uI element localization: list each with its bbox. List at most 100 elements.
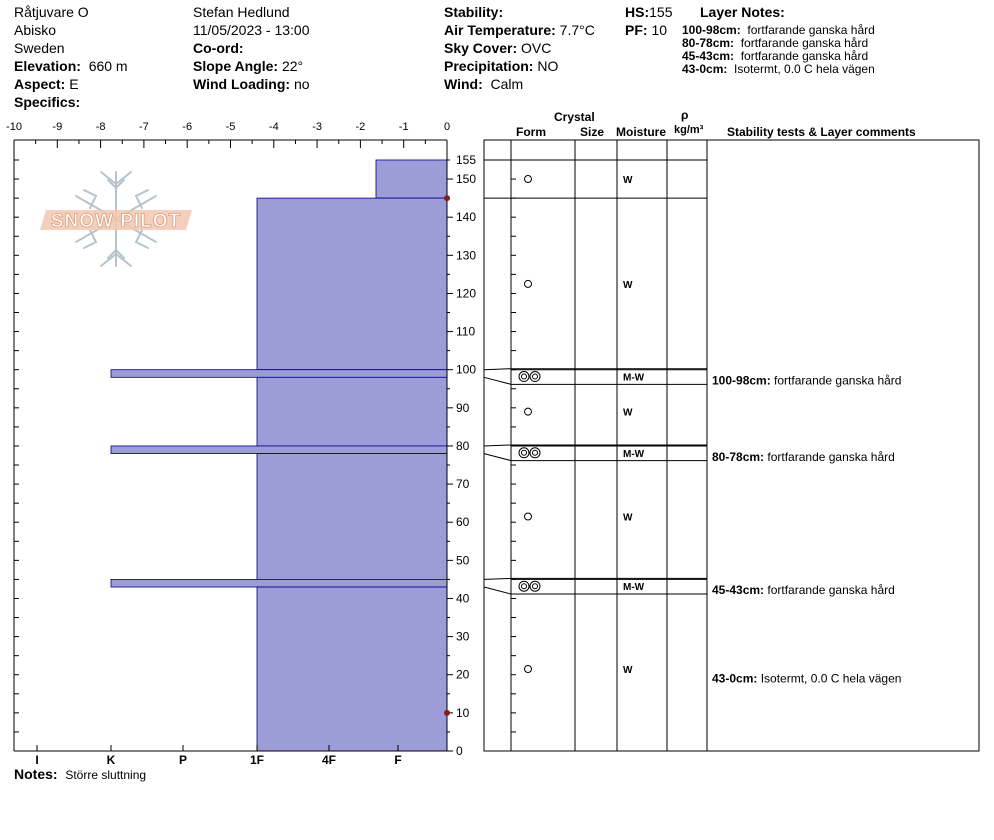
- layer-note: 100-98cm: fortfarande ganska hård: [682, 24, 875, 37]
- layer-note: 43-0cm: Isotermt, 0.0 C hela vägen: [682, 63, 875, 76]
- layer-note-range: 45-43cm:: [682, 49, 735, 63]
- layer-comment-text: fortfarande ganska hård: [774, 374, 901, 388]
- wind-row: Wind: Calm: [444, 76, 523, 92]
- layer-comment: 80-78cm: fortfarande ganska hård: [712, 450, 895, 464]
- height-tick-label: 120: [456, 286, 476, 300]
- layer-connector: [483, 453, 512, 462]
- aspect-label: Aspect:: [14, 76, 66, 92]
- temp-tick-label: -6: [182, 121, 192, 133]
- grain-form-melt-inner: [532, 373, 538, 380]
- height-tick-label: 60: [456, 515, 470, 529]
- wind-loading-row: Wind Loading: no: [193, 76, 310, 92]
- layer-notes-label: Layer Notes:: [700, 4, 785, 20]
- hardness-tick-label: 4F: [322, 753, 336, 767]
- observation-datetime: 11/05/2023 - 13:00: [193, 22, 310, 38]
- grain-form-melt-outer: [529, 580, 541, 592]
- aspect-value: E: [69, 76, 79, 92]
- temp-tick-label: -8: [96, 121, 106, 133]
- precip-label: Precipitation:: [444, 58, 534, 74]
- layer-connector: [483, 577, 512, 580]
- sky-label: Sky Cover:: [444, 40, 518, 56]
- grain-form-melt-outer: [529, 447, 541, 459]
- temperature-point: [444, 195, 450, 202]
- snowpilot-logo: SNOW PILOT: [40, 171, 192, 267]
- layer-comment: 43-0cm: Isotermt, 0.0 C hela vägen: [712, 672, 901, 686]
- grain-form-melt-outer: [518, 580, 530, 592]
- logo-text: SNOW PILOT: [51, 211, 181, 232]
- moisture-value: W: [623, 408, 633, 419]
- grain-form-melt-outer: [529, 371, 541, 383]
- layer-note-text: fortfarande ganska hård: [747, 23, 875, 37]
- layer-connector: [483, 368, 512, 371]
- temp-tick-label: -2: [356, 121, 366, 133]
- aspect-row: Aspect: E: [14, 76, 79, 92]
- height-tick-label: 80: [456, 439, 470, 453]
- layer-note: 45-43cm: fortfarande ganska hård: [682, 50, 868, 63]
- notes-label: Notes:: [14, 766, 58, 782]
- height-tick-label: 20: [456, 668, 470, 682]
- layer-comment-range: 80-78cm:: [712, 450, 767, 464]
- layer-comment-text: Isotermt, 0.0 C hela vägen: [761, 672, 902, 686]
- temperature-point: [444, 709, 450, 716]
- sky-value: OVC: [521, 40, 552, 56]
- location-name: Råtjuvare O: [14, 4, 89, 20]
- layer-comment-range: 100-98cm:: [712, 374, 774, 388]
- hs-value: 155: [649, 4, 673, 20]
- hardness-tick-label: I: [35, 753, 38, 767]
- pf-value: 10: [651, 22, 668, 38]
- specifics-label: Specifics:: [14, 94, 81, 110]
- grain-form-melt-inner: [521, 449, 527, 456]
- rho-header: ρ: [681, 108, 689, 122]
- hardness-bars: [110, 159, 448, 752]
- elevation-value: 660 m: [88, 58, 128, 74]
- height-tick-label: 150: [456, 172, 476, 186]
- height-tick-label: 0: [456, 744, 463, 758]
- grain-form-melt-inner: [532, 449, 538, 456]
- elevation-row: Elevation: 660 m: [14, 58, 128, 74]
- moisture-value: W: [623, 175, 633, 186]
- wind-label: Wind:: [444, 76, 483, 92]
- grain-form-melt-inner: [532, 583, 538, 590]
- grain-form-melt-inner: [521, 583, 527, 590]
- logo-banner: [40, 210, 192, 230]
- moisture-value: W: [623, 665, 633, 676]
- hardness-tick-label: K: [107, 753, 116, 767]
- slope-value: 22°: [281, 58, 304, 74]
- hardness-bar: [256, 376, 448, 447]
- slope-row: Slope Angle: 22°: [193, 58, 303, 74]
- temp-tick-label: -7: [139, 121, 149, 133]
- form-header: Form: [516, 125, 546, 139]
- hardness-bar: [256, 197, 448, 371]
- grain-form-rounded: [524, 279, 532, 288]
- hardness-tick-label: P: [179, 753, 187, 767]
- layer-comment-text: fortfarande ganska hård: [767, 450, 894, 464]
- grain-form-rounded: [524, 407, 532, 416]
- hardness-bar: [110, 445, 448, 454]
- layer-comment-range: 45-43cm:: [712, 583, 767, 597]
- layer-comment-text: fortfarande ganska hård: [767, 583, 894, 597]
- grain-form-melt-outer: [518, 447, 530, 459]
- precip-value: NO: [537, 58, 559, 74]
- layer-connector: [483, 444, 512, 447]
- height-tick-label: 10: [456, 706, 470, 720]
- layer-note-range: 43-0cm:: [682, 62, 728, 76]
- crystal-header: Crystal: [554, 110, 595, 124]
- notes-text: Större sluttning: [65, 768, 147, 782]
- height-tick-label: 70: [456, 477, 470, 491]
- moisture-value: M-W: [623, 449, 645, 460]
- layer-note-text: fortfarande ganska hård: [740, 49, 869, 63]
- height-tick-label: 140: [456, 210, 476, 224]
- layer-note-text: Isotermt, 0.0 C hela vägen: [734, 62, 875, 76]
- moisture-header: Moisture: [616, 125, 667, 139]
- chart-axes: -10 -9 -8 -7 -6 -5 -4 -3 -2 -1 0I K P 1F 4F F0102030405…: [6, 121, 476, 767]
- air-temp-value: 7.7°C: [559, 22, 595, 38]
- moisture-value: W: [623, 280, 633, 291]
- temp-tick-label: 0: [444, 121, 450, 133]
- height-tick-label: 110: [456, 325, 475, 339]
- pf-label: PF:: [625, 22, 648, 38]
- temp-tick-label: -3: [312, 121, 322, 133]
- temp-tick-label: -10: [6, 121, 22, 133]
- height-tick-label: 30: [456, 630, 470, 644]
- grain-form-rounded: [524, 175, 532, 184]
